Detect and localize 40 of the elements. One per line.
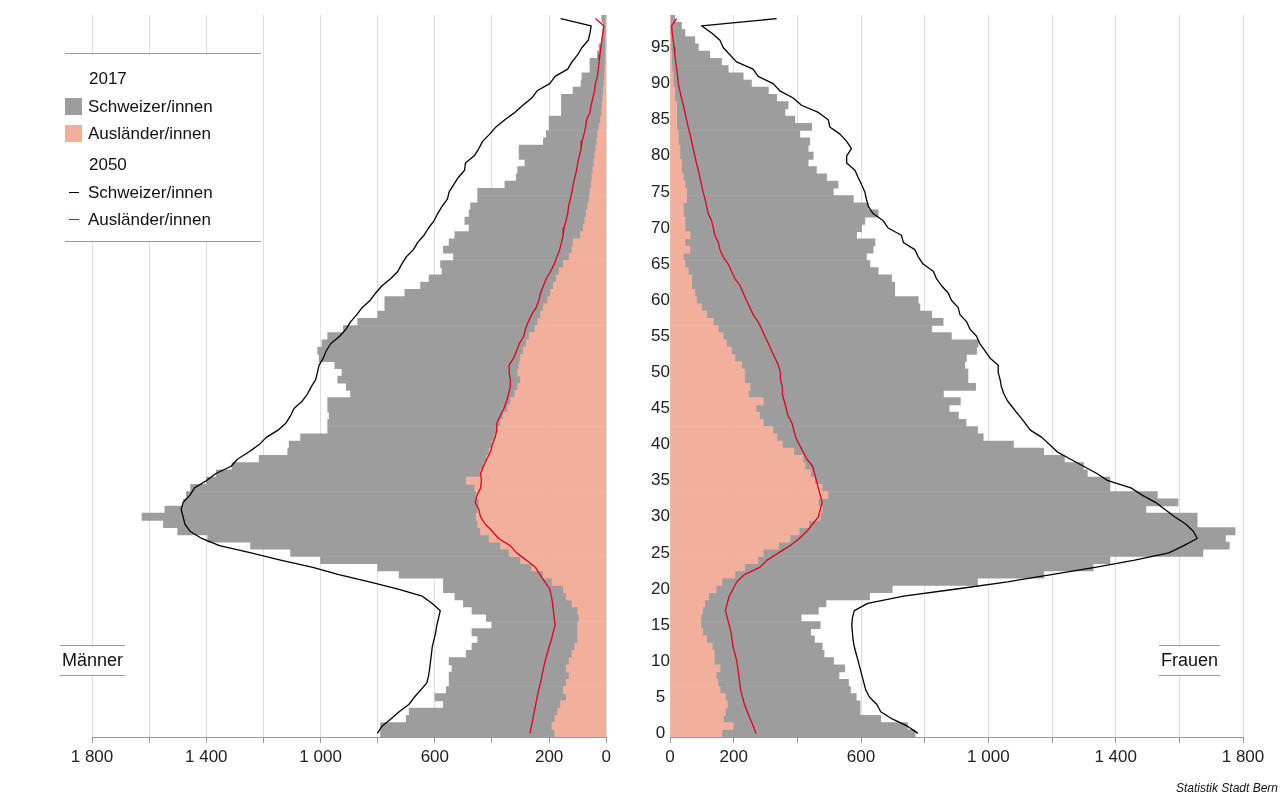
y-tick-label: 65 — [651, 253, 671, 273]
y-tick-label: 5 — [655, 686, 666, 706]
y-tick-label: 0 — [655, 723, 666, 743]
legend-label: Ausländer/innen — [88, 123, 211, 144]
y-tick-label: 40 — [651, 434, 671, 454]
y-tick-label: 70 — [651, 217, 671, 237]
y-tick-label: 55 — [651, 325, 671, 345]
y-tick-label: 10 — [651, 650, 671, 670]
y-tick-label: 25 — [651, 542, 671, 562]
annotation: Frauen — [1158, 647, 1220, 675]
y-tick-label: 15 — [651, 614, 671, 634]
y-tick-label: 50 — [651, 362, 671, 382]
y-tick-label: 90 — [651, 73, 671, 93]
y-tick-label: 45 — [651, 398, 671, 418]
x-tick-label: 600 — [420, 746, 450, 766]
y-tick-label: 35 — [651, 470, 671, 490]
x-tick-label: 1 400 — [1094, 746, 1137, 766]
y-tick-label: 60 — [651, 289, 671, 309]
annotation: Männer — [60, 647, 126, 675]
text: Statistik Stadt Bern — [1175, 781, 1278, 795]
legend-label: Schweizer/innen — [88, 96, 213, 117]
annotation: 2017 — [88, 68, 128, 90]
legend-label: Schweizer/innen — [88, 182, 213, 203]
legend-label: Ausländer/innen — [88, 209, 211, 230]
x-tick-label: 1 800 — [1221, 746, 1265, 766]
y-tick-label: 20 — [651, 578, 671, 598]
annotation: 2050 — [88, 154, 128, 176]
y-tick-label: 75 — [651, 181, 671, 201]
y-tick-label: 80 — [651, 145, 671, 165]
x-tick-label: 1 000 — [967, 746, 1010, 766]
x-tick-label: 600 — [846, 746, 876, 766]
y-tick-label: 30 — [651, 506, 671, 526]
x-tick-label: 0 — [601, 746, 612, 766]
x-tick-label: 1 000 — [299, 746, 342, 766]
y-tick-label: 95 — [651, 37, 671, 57]
x-tick-label: 200 — [719, 746, 748, 766]
x-tick-label: 1 800 — [70, 746, 114, 766]
x-tick-label: 200 — [534, 746, 564, 766]
y-tick-label: 85 — [651, 109, 671, 129]
x-tick-label: 1 400 — [185, 746, 228, 766]
